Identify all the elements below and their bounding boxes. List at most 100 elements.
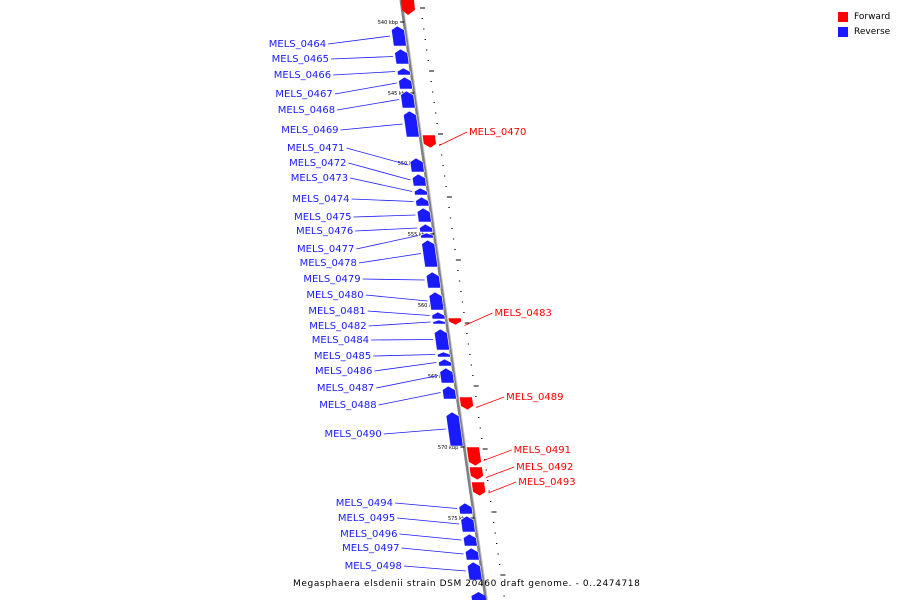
gene-label-mels-0485[interactable]: MELS_0485	[314, 351, 371, 362]
gene-feature-mels-0488[interactable]	[441, 385, 457, 400]
scale-tick-label: 545 kbp	[388, 91, 408, 97]
gene-leader-line	[397, 517, 460, 525]
scale-tick-label: 570 kbp	[438, 445, 458, 451]
gene-feature-mels-0496[interactable]	[462, 533, 478, 547]
gene-label-mels-0477[interactable]: MELS_0477	[297, 244, 354, 255]
gene-leader-line	[334, 82, 397, 95]
gene-label-mels-0482[interactable]: MELS_0482	[309, 321, 366, 332]
gene-feature-shade	[458, 506, 461, 515]
gene-leader-line	[330, 56, 394, 60]
gene-label-mels-0487[interactable]: MELS_0487	[317, 383, 374, 394]
gene-feature-shade	[428, 295, 432, 311]
gene-label-mels-0497[interactable]: MELS_0497	[342, 543, 399, 554]
gene-label-mels-0496[interactable]: MELS_0496	[340, 529, 397, 540]
gene-leader-line	[373, 354, 436, 357]
gene-label-mels-0492[interactable]: MELS_0492	[516, 462, 573, 473]
gene-label-mels-0470[interactable]: MELS_0470	[469, 127, 526, 138]
gene-leader-line	[374, 362, 437, 372]
gene-leader-line	[378, 392, 441, 406]
gene-feature-mels-0497[interactable]	[464, 547, 480, 561]
gene-label-mels-0465[interactable]: MELS_0465	[272, 54, 329, 65]
gene-label-mels-0473[interactable]: MELS_0473	[291, 173, 348, 184]
gene-feature-shade	[441, 389, 445, 400]
gene-label-mels-0488[interactable]: MELS_0488	[319, 400, 376, 411]
gene-feature-shade	[399, 94, 403, 109]
gene-feature-mels-0481[interactable]	[431, 311, 446, 320]
gene-label-mels-0479[interactable]: MELS_0479	[303, 274, 360, 285]
gene-leader-line	[399, 533, 462, 541]
legend: Forward Reverse	[838, 9, 890, 39]
gene-label-mels-0466[interactable]: MELS_0466	[274, 70, 331, 81]
gene-leader-line	[485, 466, 515, 478]
gene-label-mels-0489[interactable]: MELS_0489	[506, 392, 563, 403]
gene-label-mels-0493[interactable]: MELS_0493	[518, 477, 575, 488]
gene-feature-mels-0492[interactable]	[468, 466, 484, 481]
gene-leader-line	[376, 375, 439, 389]
gene-feature-mels-0494[interactable]	[458, 502, 474, 515]
chromosome-backbone	[399, 0, 488, 600]
gene-label-mels-0483[interactable]: MELS_0483	[495, 308, 552, 319]
gene-feature-shade	[421, 134, 424, 145]
gene-leader-line	[371, 339, 434, 341]
gene-feature-mels-0493[interactable]	[470, 481, 487, 497]
gene-label-mels-0478[interactable]: MELS_0478	[300, 258, 357, 269]
gene-feature-shade	[465, 446, 469, 463]
gene-feature-mels-0486[interactable]	[438, 358, 453, 367]
gene-leader-line	[401, 547, 464, 555]
gene-leader-line	[358, 253, 421, 264]
gene-label-mels-0468[interactable]: MELS_0468	[278, 105, 335, 116]
gene-feature-shade	[462, 537, 465, 547]
gene-feature-shade	[421, 243, 426, 268]
gene-leader-line	[483, 449, 512, 461]
gene-feature-shade	[418, 227, 421, 233]
gene-label-mels-0469[interactable]: MELS_0469	[281, 125, 338, 136]
gene-feature-partial-bottom[interactable]	[471, 592, 486, 600]
scale-tick-label: 540 kbp	[378, 20, 398, 26]
gene-feature-shade	[464, 551, 467, 561]
gene-label-mels-0490[interactable]: MELS_0490	[324, 429, 381, 440]
gene-feature-mels-0482[interactable]	[432, 319, 447, 325]
gene-label-mels-0464[interactable]: MELS_0464	[269, 39, 326, 50]
gene-label-mels-0476[interactable]: MELS_0476	[296, 226, 353, 237]
gene-label-mels-0484[interactable]: MELS_0484	[312, 335, 369, 346]
gene-feature-mels-0470[interactable]	[421, 134, 437, 149]
gene-feature-mels-0466[interactable]	[396, 67, 411, 76]
gene-label-mels-0467[interactable]: MELS_0467	[275, 89, 332, 100]
gene-leader-line	[403, 565, 466, 572]
gene-feature-shade	[458, 396, 462, 407]
gene-label-mels-0494[interactable]: MELS_0494	[336, 498, 393, 509]
gene-feature-mels-0467[interactable]	[398, 76, 413, 90]
gene-feature-mels-0472[interactable]	[411, 173, 427, 187]
gene-feature-shade	[445, 415, 451, 447]
gene-feature-mels-0483[interactable]	[447, 317, 462, 326]
legend-reverse: Reverse	[838, 24, 890, 39]
legend-forward-label: Forward	[854, 11, 891, 22]
legend-forward: Forward	[838, 9, 890, 24]
scale-tick-label: 560 kbp	[418, 303, 438, 309]
gene-label-mels-0475[interactable]: MELS_0475	[294, 212, 351, 223]
gene-leader-line	[355, 227, 418, 232]
gene-label-mels-0498[interactable]: MELS_0498	[345, 561, 402, 572]
gene-label-mels-0486[interactable]: MELS_0486	[315, 366, 372, 377]
gene-label-mels-0481[interactable]: MELS_0481	[308, 306, 365, 317]
gene-label-mels-0474[interactable]: MELS_0474	[292, 194, 349, 205]
gene-label-mels-0480[interactable]: MELS_0480	[306, 290, 363, 301]
gene-leader-line	[438, 131, 468, 146]
gene-feature-partial-top[interactable]	[401, 0, 415, 15]
gene-label-mels-0472[interactable]: MELS_0472	[289, 158, 346, 169]
gene-leader-line	[362, 278, 425, 281]
gene-label-mels-0471[interactable]: MELS_0471	[287, 143, 344, 154]
gene-leader-line	[350, 177, 413, 192]
gene-feature-shade	[468, 466, 471, 477]
gene-leader-line	[348, 162, 411, 181]
gene-label-mels-0495[interactable]: MELS_0495	[338, 513, 395, 524]
gene-label-mels-0491[interactable]: MELS_0491	[514, 445, 571, 456]
gene-feature-mels-0485[interactable]	[436, 351, 451, 358]
gene-feature-mels-0474[interactable]	[415, 196, 430, 207]
gene-feature-mels-0473[interactable]	[413, 187, 428, 196]
gene-leader-line	[353, 214, 416, 218]
gene-feature-mels-0476[interactable]	[418, 223, 434, 233]
gene-feature-mels-0489[interactable]	[458, 396, 474, 411]
gene-leader-line	[464, 312, 493, 326]
